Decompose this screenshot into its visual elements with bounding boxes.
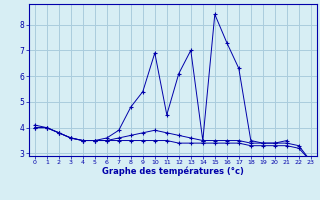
X-axis label: Graphe des températures (°c): Graphe des températures (°c) xyxy=(102,167,244,176)
